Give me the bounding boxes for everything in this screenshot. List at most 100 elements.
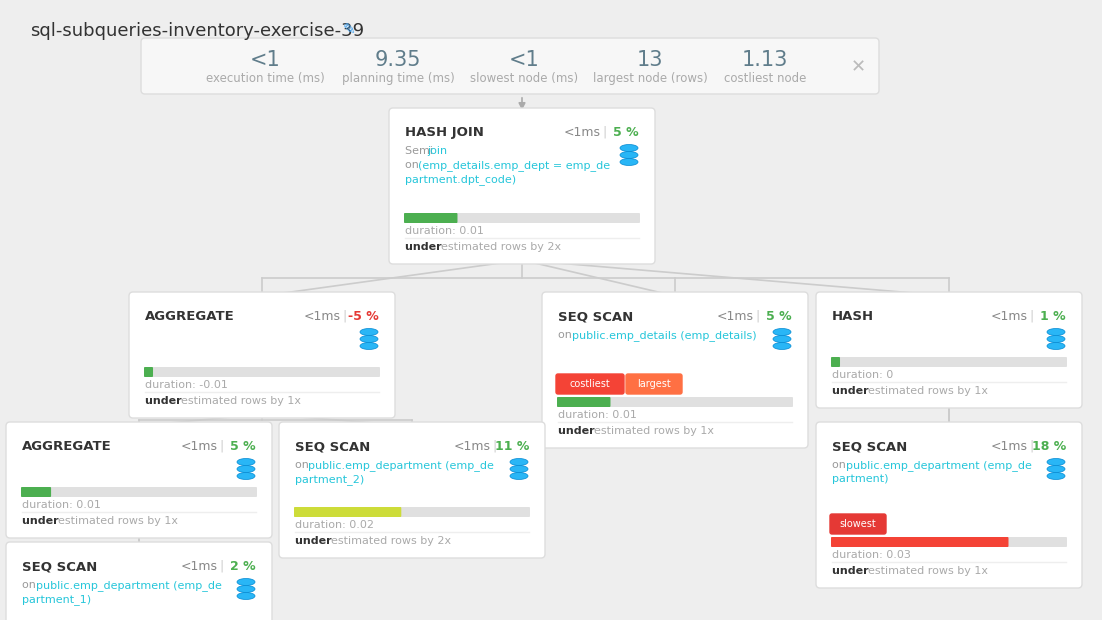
Ellipse shape: [1047, 459, 1065, 466]
FancyBboxPatch shape: [404, 213, 640, 223]
Text: SEQ SCAN: SEQ SCAN: [558, 310, 634, 323]
Text: SEQ SCAN: SEQ SCAN: [295, 440, 370, 453]
Text: estimated rows by 1x: estimated rows by 1x: [868, 566, 988, 576]
Text: estimated rows by 1x: estimated rows by 1x: [868, 386, 988, 396]
Text: join: join: [428, 146, 447, 156]
Text: |: |: [219, 440, 224, 453]
FancyBboxPatch shape: [279, 422, 545, 558]
Text: largest node (rows): largest node (rows): [593, 72, 707, 85]
Text: 9.35: 9.35: [375, 50, 421, 70]
Ellipse shape: [237, 459, 255, 466]
Text: 18 %: 18 %: [1031, 440, 1066, 453]
Text: 1.13: 1.13: [742, 50, 788, 70]
Text: partment_2): partment_2): [295, 474, 365, 485]
Text: 1 %: 1 %: [1040, 310, 1066, 323]
FancyBboxPatch shape: [6, 542, 272, 620]
Text: on: on: [295, 460, 312, 470]
Text: ✕: ✕: [851, 58, 865, 76]
FancyBboxPatch shape: [557, 397, 793, 407]
Text: <1ms: <1ms: [304, 310, 341, 323]
FancyBboxPatch shape: [831, 537, 1067, 547]
Text: public.emp_department (emp_de: public.emp_department (emp_de: [845, 460, 1031, 471]
Text: 5 %: 5 %: [766, 310, 792, 323]
Ellipse shape: [510, 466, 528, 472]
Text: estimated rows by 1x: estimated rows by 1x: [58, 516, 179, 526]
Ellipse shape: [360, 342, 378, 350]
Text: estimated rows by 2x: estimated rows by 2x: [331, 536, 451, 546]
Text: -5 %: -5 %: [348, 310, 379, 323]
Text: AGGREGATE: AGGREGATE: [22, 440, 111, 453]
Ellipse shape: [237, 466, 255, 472]
Text: under: under: [22, 516, 63, 526]
Text: on: on: [832, 460, 850, 470]
Text: partment.dpt_code): partment.dpt_code): [406, 174, 516, 185]
Text: <1: <1: [250, 50, 280, 70]
Ellipse shape: [237, 578, 255, 585]
Text: costliest node: costliest node: [724, 72, 807, 85]
Text: <1ms: <1ms: [181, 440, 218, 453]
Text: partment_1): partment_1): [22, 594, 91, 605]
Text: SEQ SCAN: SEQ SCAN: [22, 560, 97, 573]
Text: 5 %: 5 %: [614, 126, 639, 139]
Text: |: |: [493, 440, 497, 453]
Text: execution time (ms): execution time (ms): [206, 72, 324, 85]
Text: HASH: HASH: [832, 310, 874, 323]
Text: 11 %: 11 %: [495, 440, 529, 453]
Text: public.emp_department (emp_de: public.emp_department (emp_de: [309, 460, 495, 471]
FancyBboxPatch shape: [21, 487, 257, 497]
FancyBboxPatch shape: [404, 213, 457, 223]
Text: under: under: [832, 566, 873, 576]
Ellipse shape: [510, 472, 528, 479]
FancyBboxPatch shape: [294, 507, 530, 517]
Ellipse shape: [620, 159, 638, 166]
Text: public.emp_details (emp_details): public.emp_details (emp_details): [572, 330, 756, 341]
Ellipse shape: [237, 585, 255, 593]
Text: duration: 0.01: duration: 0.01: [22, 500, 101, 510]
Ellipse shape: [510, 459, 528, 466]
Text: estimated rows by 1x: estimated rows by 1x: [594, 426, 714, 436]
Text: <1ms: <1ms: [991, 310, 1028, 323]
FancyBboxPatch shape: [389, 108, 655, 264]
Ellipse shape: [1047, 342, 1065, 350]
Ellipse shape: [360, 329, 378, 335]
Text: SEQ SCAN: SEQ SCAN: [832, 440, 907, 453]
Text: |: |: [603, 126, 607, 139]
Text: costliest: costliest: [570, 379, 611, 389]
Text: 5 %: 5 %: [230, 440, 256, 453]
Text: Semi: Semi: [406, 146, 436, 156]
Text: under: under: [145, 396, 185, 406]
Ellipse shape: [620, 144, 638, 151]
FancyBboxPatch shape: [815, 422, 1082, 588]
Ellipse shape: [237, 593, 255, 600]
Text: duration: 0.01: duration: 0.01: [406, 226, 484, 236]
Text: duration: 0.03: duration: 0.03: [832, 550, 911, 560]
FancyBboxPatch shape: [557, 374, 624, 394]
Ellipse shape: [237, 472, 255, 479]
FancyBboxPatch shape: [144, 367, 380, 377]
Text: |: |: [756, 310, 760, 323]
Text: (emp_details.emp_dept = emp_de: (emp_details.emp_dept = emp_de: [419, 160, 611, 171]
Text: <1ms: <1ms: [991, 440, 1028, 453]
Text: HASH JOIN: HASH JOIN: [406, 126, 484, 139]
Text: under: under: [832, 386, 873, 396]
FancyBboxPatch shape: [831, 357, 1067, 367]
Text: duration: -0.01: duration: -0.01: [145, 380, 228, 390]
Text: duration: 0.01: duration: 0.01: [558, 410, 637, 420]
Text: largest: largest: [637, 379, 671, 389]
Text: on: on: [558, 330, 575, 340]
FancyBboxPatch shape: [831, 357, 840, 367]
FancyBboxPatch shape: [831, 537, 1008, 547]
Text: under: under: [406, 242, 445, 252]
Text: on: on: [22, 580, 40, 590]
Text: slowest: slowest: [840, 519, 876, 529]
Text: ✎: ✎: [343, 22, 356, 37]
FancyBboxPatch shape: [557, 397, 611, 407]
Text: sql-subqueries-inventory-exercise-39: sql-subqueries-inventory-exercise-39: [30, 22, 364, 40]
FancyBboxPatch shape: [626, 374, 682, 394]
Text: duration: 0: duration: 0: [832, 370, 894, 380]
Text: <1ms: <1ms: [717, 310, 754, 323]
Ellipse shape: [773, 342, 791, 350]
Ellipse shape: [1047, 472, 1065, 479]
Ellipse shape: [1047, 329, 1065, 335]
Text: planning time (ms): planning time (ms): [342, 72, 454, 85]
